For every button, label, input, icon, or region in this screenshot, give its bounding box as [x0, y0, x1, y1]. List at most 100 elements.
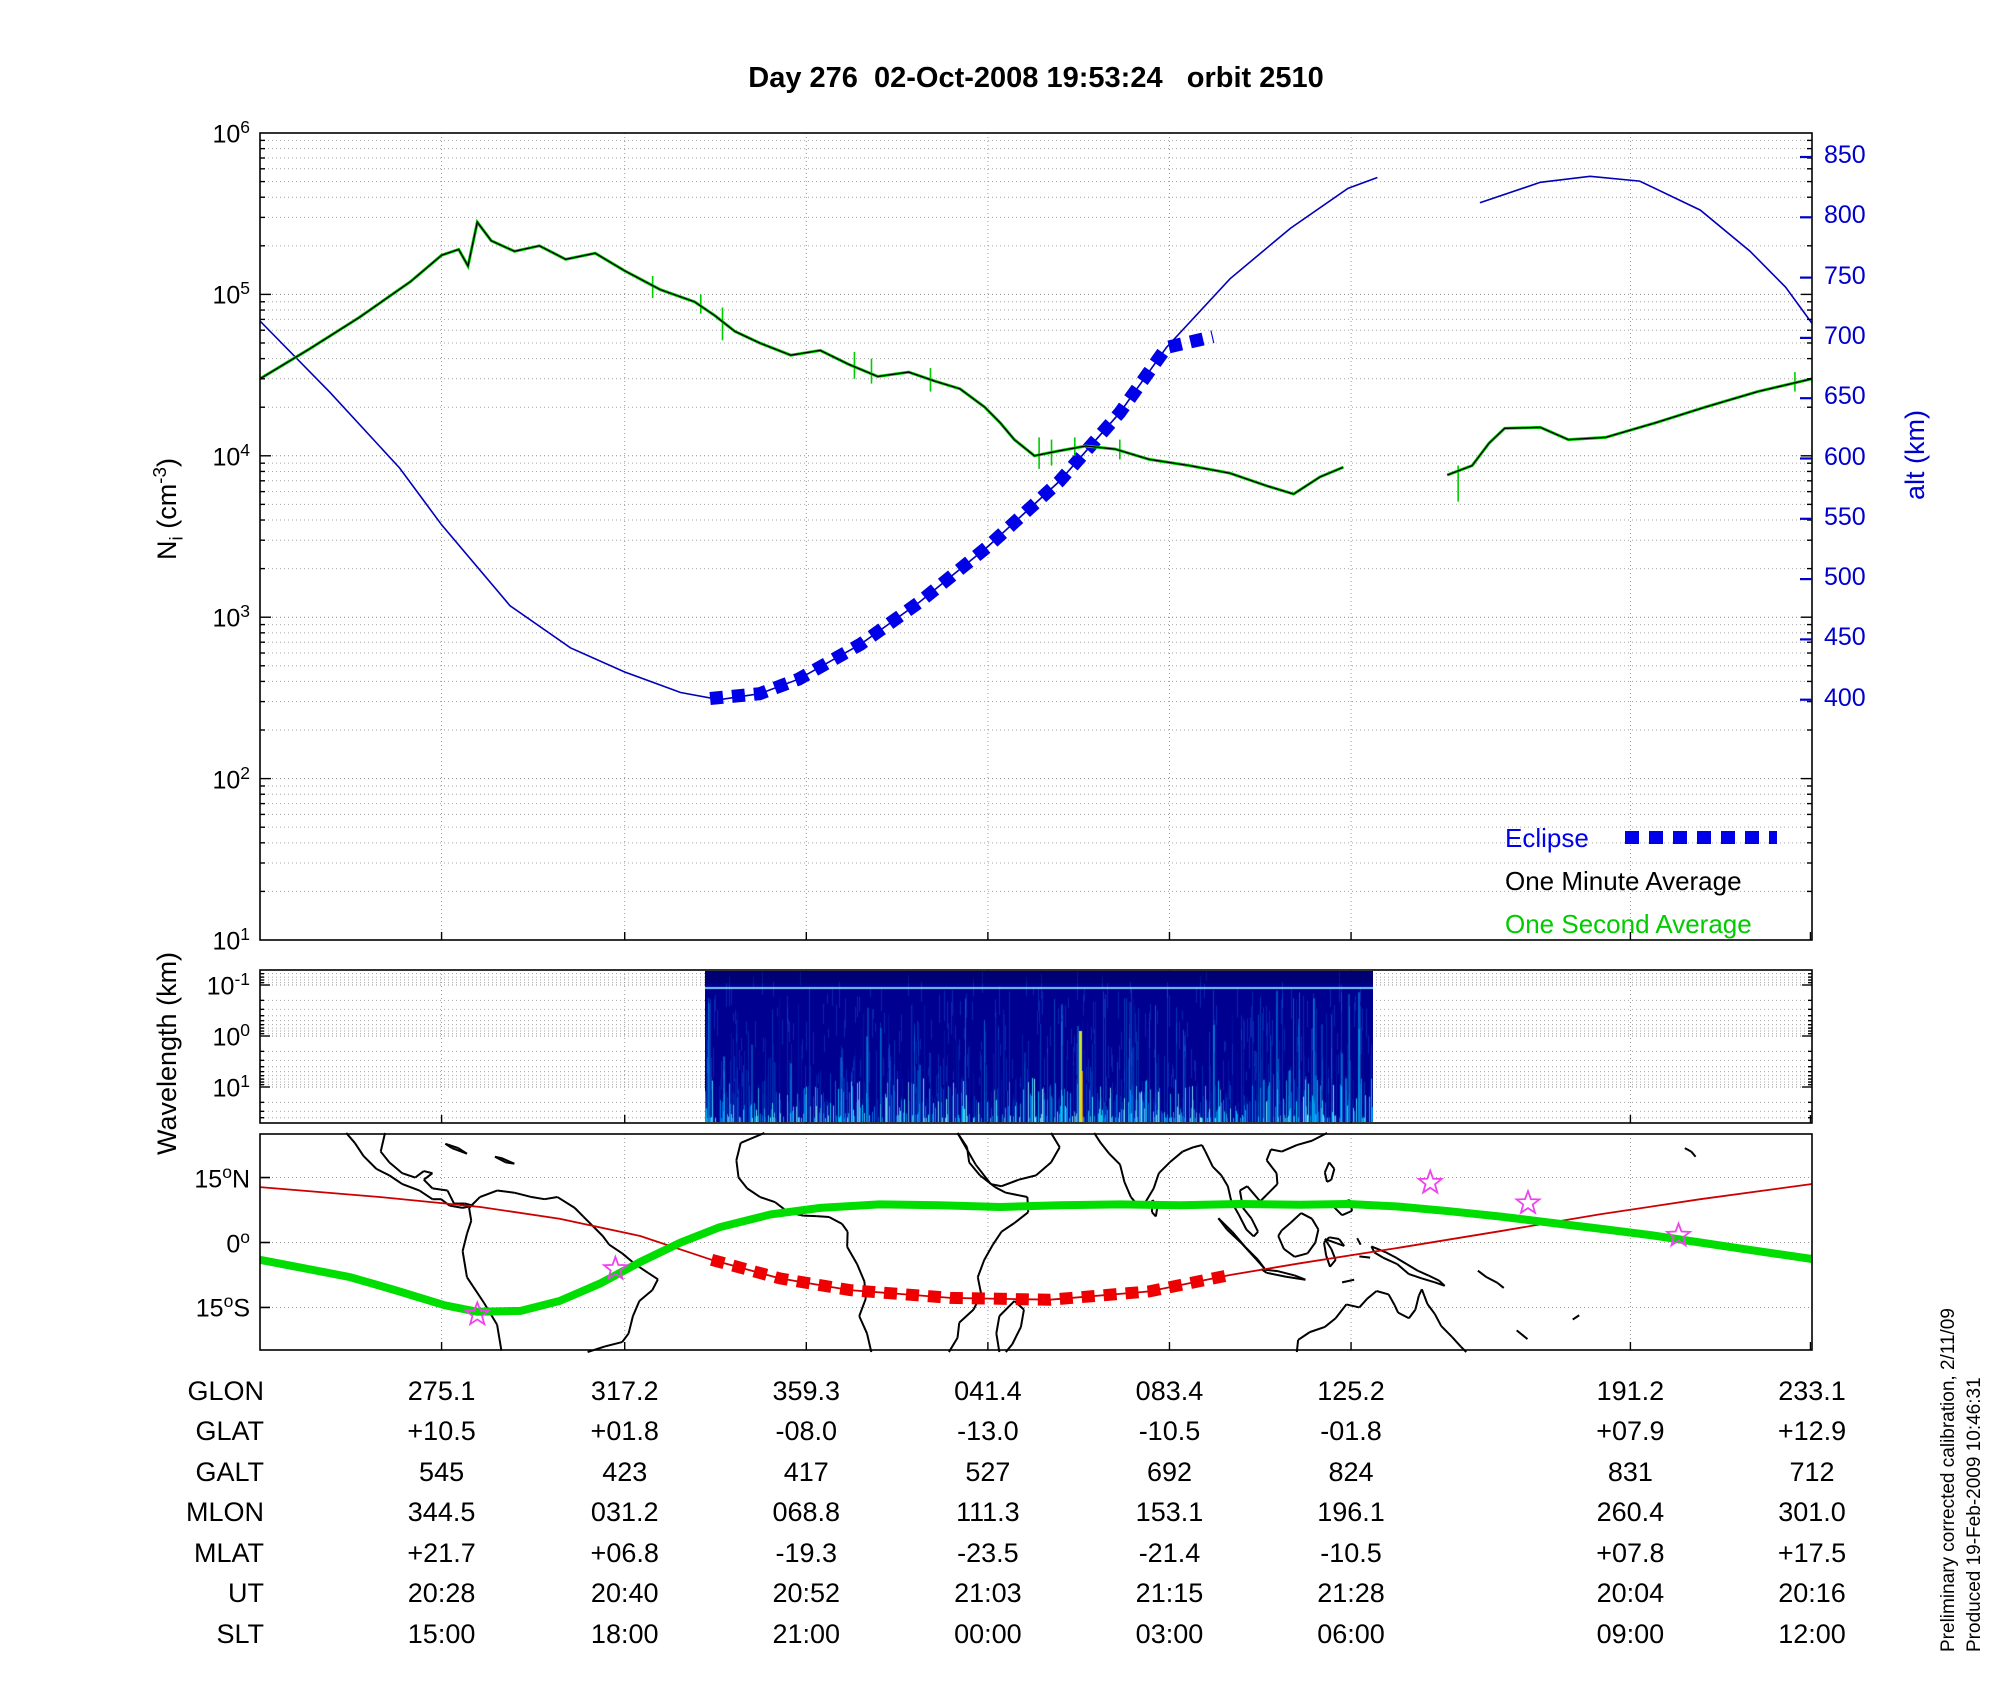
table-cell: -10.5	[1320, 1538, 1382, 1568]
table-cell: 09:00	[1596, 1619, 1665, 1649]
table-cell: 824	[1328, 1457, 1374, 1487]
table-cell: 712	[1789, 1457, 1835, 1487]
footer-note-2: Produced 19-Feb-2009 10:46:31	[1964, 1377, 1985, 1652]
table-cell: 20:28	[407, 1578, 476, 1608]
table-cell: 03:00	[1135, 1619, 1204, 1649]
table-cell: -10.5	[1138, 1416, 1201, 1446]
axis-tick-label: 0o	[226, 1226, 250, 1258]
table-cell: 068.8	[772, 1497, 841, 1527]
axis-tick-label: 100	[212, 1020, 250, 1052]
table-cell: -23.5	[957, 1538, 1019, 1568]
star-marker	[601, 1254, 630, 1281]
table-cell: 344.5	[407, 1497, 476, 1527]
table-cell: 083.4	[1135, 1376, 1204, 1406]
axis-tick-label: 750	[1824, 261, 1866, 290]
table-cell: 191.2	[1596, 1376, 1665, 1406]
table-cell: 423	[602, 1457, 648, 1487]
axis-tick-label: 400	[1824, 683, 1866, 712]
axis-tick-label: 104	[212, 439, 250, 472]
table-cell: 111.3	[956, 1497, 1020, 1527]
table-cell: 692	[1146, 1457, 1192, 1487]
axis-tick-label: 101	[212, 924, 250, 956]
table-cell: -19.3	[775, 1538, 838, 1568]
table-cell: 031.2	[590, 1497, 659, 1527]
table-cell: 15:00	[407, 1619, 476, 1649]
table-cell: +01.8	[590, 1416, 659, 1446]
table-cell: 545	[419, 1457, 465, 1487]
star-marker	[1416, 1168, 1445, 1195]
table-cell: 21:03	[954, 1578, 1022, 1608]
table-cell: 20:40	[590, 1578, 659, 1608]
table-cell: 527	[965, 1457, 1011, 1487]
table-cell: -01.8	[1320, 1416, 1382, 1446]
table-cell: 125.2	[1317, 1376, 1385, 1406]
axis-tick-label: 650	[1824, 382, 1866, 411]
axis-tick-label: 15oN	[194, 1161, 250, 1193]
table-cell: 20:16	[1778, 1578, 1846, 1608]
table-cell: 041.4	[954, 1376, 1022, 1406]
table-cell: +21.7	[407, 1538, 476, 1568]
axis-tick-label: 103	[212, 601, 250, 633]
table-cell: +10.5	[407, 1416, 476, 1446]
table-cell: 196.1	[1317, 1497, 1385, 1527]
table-cell: -13.0	[957, 1416, 1019, 1446]
axis-tick-label: 102	[212, 762, 250, 794]
table-cell: +17.5	[1777, 1538, 1847, 1568]
axis-tick-label: 850	[1824, 141, 1866, 169]
legend-eclipse-swatch	[1625, 831, 1777, 844]
table-cell: +07.8	[1596, 1538, 1665, 1568]
table-cell: 21:00	[772, 1619, 841, 1649]
table-cell: 20:52	[772, 1578, 841, 1608]
table-cell: 301.0	[1778, 1497, 1846, 1527]
star-marker	[1514, 1188, 1542, 1215]
legend-eclipse: Eclipse	[1505, 823, 1589, 853]
page-title: Day 276 02-Oct-2008 19:53:24 orbit 2510	[748, 62, 1324, 94]
axis-tick-label: 800	[1824, 201, 1866, 230]
axis-tick-label: 101	[212, 1071, 250, 1103]
table-cell: +12.9	[1777, 1416, 1847, 1446]
star-marker	[1664, 1221, 1693, 1248]
spectrogram-canvas	[704, 971, 1373, 1122]
table-row-label: GALT	[195, 1457, 264, 1487]
axis-tick-label: 106	[212, 117, 250, 149]
axis-tick-label: 500	[1824, 563, 1866, 592]
table-cell: 21:15	[1135, 1578, 1204, 1608]
axis-tick-label: 15oS	[195, 1291, 250, 1323]
axis-tick-label: 450	[1824, 623, 1866, 652]
table-row-label: GLON	[187, 1376, 264, 1406]
table-cell: -21.4	[1138, 1538, 1201, 1568]
table-cell: +06.8	[590, 1538, 659, 1568]
table-cell: 317.2	[590, 1376, 659, 1406]
table-row-label: GLAT	[195, 1416, 264, 1446]
table-cell: 12:00	[1778, 1619, 1846, 1649]
axis-tick-label: 10-1	[206, 969, 250, 1001]
table-cell: 20:04	[1596, 1578, 1665, 1608]
table-row-label: MLAT	[193, 1538, 264, 1568]
footer-note-1: Preliminary corrected calibration, 2/11/…	[1938, 1308, 1959, 1652]
axis-tick-label: 550	[1824, 502, 1866, 531]
table-cell: 00:00	[954, 1619, 1022, 1649]
legend-one-minute: One Minute Average	[1505, 866, 1742, 896]
table-row-label: MLON	[185, 1497, 264, 1527]
table-cell: 06:00	[1317, 1619, 1385, 1649]
star-marker	[463, 1299, 492, 1327]
table-cell: 233.1	[1778, 1376, 1846, 1406]
density-axis-label: Ni (cm-3)	[150, 458, 188, 560]
table-cell: 275.1	[407, 1376, 476, 1406]
table-row-label: SLT	[216, 1619, 264, 1649]
axis-tick-label: 600	[1824, 442, 1866, 471]
table-cell: 153.1	[1135, 1497, 1204, 1527]
axis-tick-label: 700	[1824, 321, 1866, 350]
table-cell: 359.3	[772, 1376, 841, 1406]
table-row-label: UT	[228, 1578, 264, 1608]
axis-tick-label: 105	[212, 278, 250, 310]
table-cell: 417	[783, 1457, 829, 1487]
legend-one-second: One Second Average	[1505, 909, 1752, 939]
table-cell: 831	[1607, 1457, 1653, 1487]
table-cell: 18:00	[590, 1619, 659, 1649]
altitude-axis-label: alt (km)	[1900, 410, 1930, 500]
table-cell: -08.0	[775, 1416, 838, 1446]
table-cell: 260.4	[1596, 1497, 1665, 1527]
table-cell: +07.9	[1596, 1416, 1665, 1446]
